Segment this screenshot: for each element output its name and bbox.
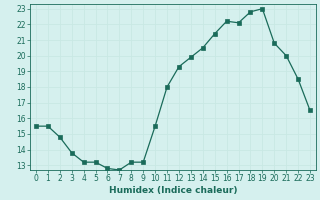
X-axis label: Humidex (Indice chaleur): Humidex (Indice chaleur) — [109, 186, 237, 195]
